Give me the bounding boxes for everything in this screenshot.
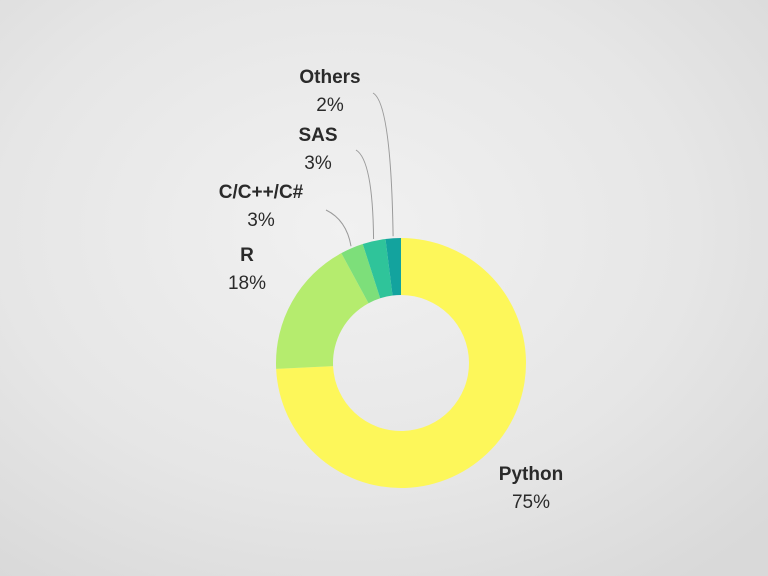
leader-line bbox=[325, 209, 352, 247]
donut-slice bbox=[276, 253, 369, 369]
value-label: 18% bbox=[228, 273, 266, 294]
leader-line bbox=[372, 92, 394, 237]
value-label: 3% bbox=[247, 210, 275, 231]
value-label: 75% bbox=[512, 492, 550, 513]
value-label: 2% bbox=[316, 95, 344, 116]
leader-line bbox=[355, 149, 375, 240]
leader-lines bbox=[325, 92, 394, 247]
category-label: Python bbox=[499, 464, 563, 485]
slices bbox=[276, 238, 526, 488]
value-label: 3% bbox=[304, 153, 332, 174]
donut-slice bbox=[341, 243, 381, 304]
donut-slice bbox=[362, 238, 393, 299]
donut-slice bbox=[276, 238, 526, 488]
category-label: R bbox=[240, 245, 254, 266]
category-label: C/C++/C# bbox=[219, 182, 304, 203]
category-label: Others bbox=[299, 67, 360, 88]
category-label: SAS bbox=[298, 125, 337, 146]
donut-slice bbox=[385, 238, 401, 296]
